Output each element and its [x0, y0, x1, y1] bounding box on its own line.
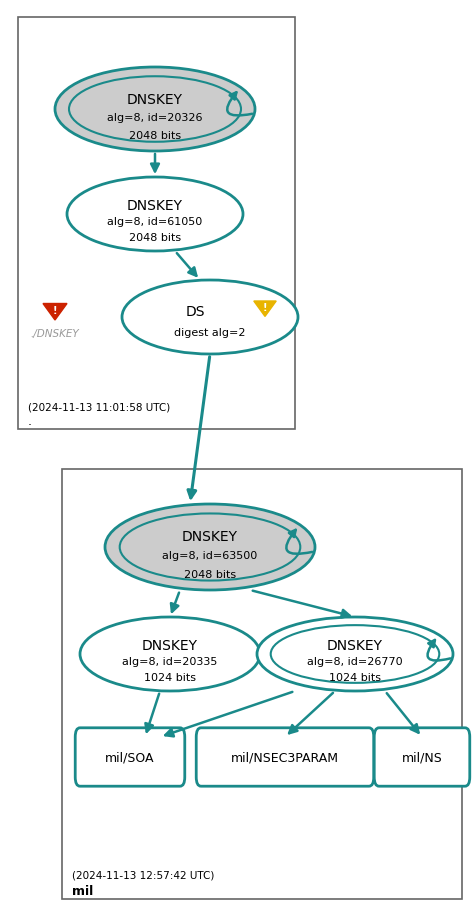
Text: mil: mil: [72, 884, 93, 897]
Ellipse shape: [257, 618, 452, 691]
Text: 2048 bits: 2048 bits: [129, 233, 181, 243]
Text: (2024-11-13 11:01:58 UTC): (2024-11-13 11:01:58 UTC): [28, 402, 170, 412]
Text: (2024-11-13 12:57:42 UTC): (2024-11-13 12:57:42 UTC): [72, 869, 214, 879]
Text: 1024 bits: 1024 bits: [144, 672, 196, 682]
Text: DS: DS: [186, 305, 205, 319]
FancyBboxPatch shape: [196, 728, 373, 787]
Bar: [18, 18, 294, 429]
Text: .: .: [28, 414, 32, 427]
Text: 2048 bits: 2048 bits: [184, 569, 236, 579]
Text: digest alg=2: digest alg=2: [174, 327, 245, 337]
Ellipse shape: [67, 177, 242, 252]
Text: alg=8, id=20326: alg=8, id=20326: [107, 112, 202, 122]
Text: DNSKEY: DNSKEY: [327, 638, 382, 652]
Text: DNSKEY: DNSKEY: [142, 638, 198, 652]
Ellipse shape: [80, 618, 259, 691]
Text: !: !: [53, 306, 57, 316]
FancyBboxPatch shape: [374, 728, 469, 787]
Ellipse shape: [55, 68, 255, 152]
Text: alg=8, id=26770: alg=8, id=26770: [307, 656, 402, 666]
Text: DNSKEY: DNSKEY: [127, 199, 183, 212]
Polygon shape: [253, 301, 276, 317]
Text: mil/NSEC3PARAM: mil/NSEC3PARAM: [230, 751, 338, 764]
Ellipse shape: [105, 505, 314, 590]
Text: alg=8, id=63500: alg=8, id=63500: [162, 550, 257, 561]
Text: 1024 bits: 1024 bits: [328, 672, 380, 682]
Text: mil/NS: mil/NS: [401, 751, 441, 764]
Text: alg=8, id=61050: alg=8, id=61050: [107, 217, 202, 226]
Text: !: !: [262, 303, 267, 313]
Text: DNSKEY: DNSKEY: [182, 529, 238, 544]
Polygon shape: [43, 304, 67, 321]
FancyBboxPatch shape: [75, 728, 184, 787]
Text: 2048 bits: 2048 bits: [129, 130, 181, 141]
Ellipse shape: [122, 280, 298, 355]
Text: ./DNSKEY: ./DNSKEY: [30, 329, 79, 338]
Bar: [62, 470, 461, 899]
Text: mil/SOA: mil/SOA: [105, 751, 154, 764]
Text: alg=8, id=20335: alg=8, id=20335: [122, 656, 217, 666]
Text: DNSKEY: DNSKEY: [127, 93, 183, 107]
